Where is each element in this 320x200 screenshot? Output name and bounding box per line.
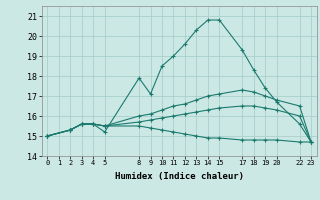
X-axis label: Humidex (Indice chaleur): Humidex (Indice chaleur) — [115, 172, 244, 181]
